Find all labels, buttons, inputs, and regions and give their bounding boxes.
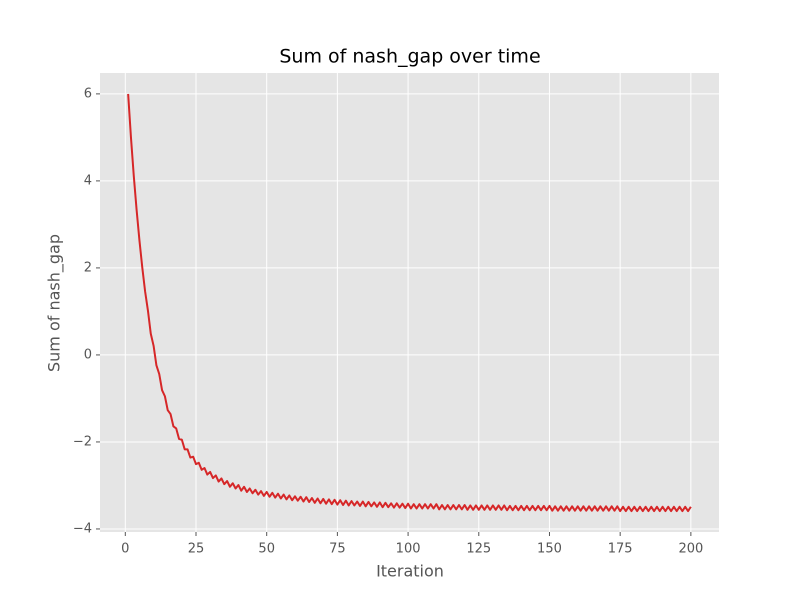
x-tick-label: 75 <box>329 542 346 557</box>
x-tick-label: 200 <box>678 542 703 557</box>
marks <box>127 93 692 513</box>
data-line <box>127 93 692 513</box>
x-tick-label: 100 <box>396 542 421 557</box>
y-tick-label: −2 <box>73 434 92 449</box>
x-tick-label: 175 <box>608 542 633 557</box>
x-tick-label: 125 <box>466 542 491 557</box>
x-tick-label: 0 <box>121 542 129 557</box>
y-tick-label: 0 <box>84 347 92 362</box>
y-tick-label: −4 <box>73 521 92 536</box>
y-axis-label: Sum of nash_gap <box>45 234 65 372</box>
chart-title: Sum of nash_gap over time <box>279 46 540 68</box>
x-tick-label: 50 <box>258 542 275 557</box>
y-tick-label: 4 <box>84 173 92 188</box>
x-axis-label: Iteration <box>376 562 444 581</box>
labels: −4 −2 0 2 4 6 0 25 50 75 100 125 150 175 200 <box>73 86 703 556</box>
y-tick-label: 2 <box>84 260 92 275</box>
grid <box>96 73 719 536</box>
plot-background <box>100 73 719 532</box>
x-tick-label: 150 <box>537 542 562 557</box>
x-tick-label: 25 <box>188 542 205 557</box>
y-tick-label: 6 <box>84 86 92 101</box>
